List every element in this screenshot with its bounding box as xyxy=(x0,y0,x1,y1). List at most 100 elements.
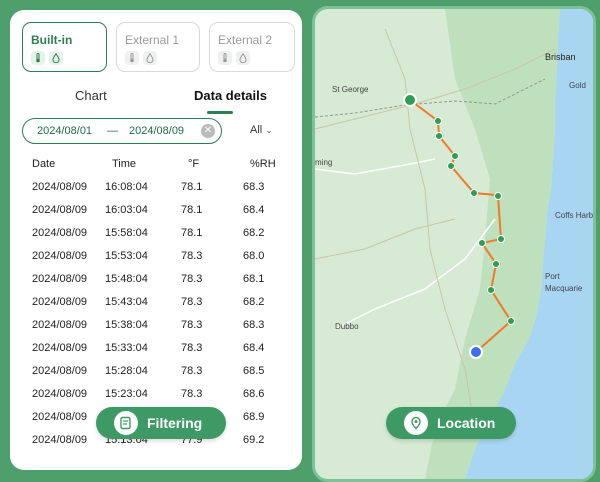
route-point[interactable] xyxy=(478,239,486,247)
map-label: Gold xyxy=(569,81,586,90)
sensor-name: External 1 xyxy=(125,33,180,47)
route-point[interactable] xyxy=(435,132,443,140)
cell-fahrenheit: 78.3 xyxy=(181,250,203,262)
ocean-area xyxy=(465,9,593,479)
filter-value: All xyxy=(250,124,263,136)
route-point[interactable] xyxy=(494,192,502,200)
route-point[interactable] xyxy=(451,152,459,160)
header-fahrenheit: °F xyxy=(188,158,200,170)
thermometer-icon xyxy=(125,51,139,65)
map-label: Port xyxy=(545,272,560,281)
tab-chart[interactable]: Chart xyxy=(75,88,107,103)
date-range-picker[interactable]: 2024/08/01 — 2024/08/09 ✕ xyxy=(22,118,222,144)
cell-date: 2024/08/09 xyxy=(32,273,88,285)
cell-date: 2024/08/09 xyxy=(32,388,88,400)
cell-humidity: 68.2 xyxy=(243,296,265,308)
end-date: 2024/08/09 xyxy=(129,125,185,137)
current-location-marker[interactable] xyxy=(469,345,483,359)
map-label: Macquarie xyxy=(545,284,583,293)
route-point[interactable] xyxy=(470,189,478,197)
thermometer-icon xyxy=(218,51,232,65)
cell-time: 15:23:04 xyxy=(105,388,148,400)
tab-data-details[interactable]: Data details xyxy=(194,88,267,103)
cell-fahrenheit: 78.3 xyxy=(181,273,203,285)
filtering-label: Filtering xyxy=(147,415,203,431)
map-panel[interactable]: St George Brisban Gold Coffs Harb Port M… xyxy=(312,6,596,482)
sensor-tab-external-2[interactable]: External 2 xyxy=(209,22,295,72)
sensor-tab-external-1[interactable]: External 1 xyxy=(116,22,200,72)
cell-humidity: 68.4 xyxy=(243,342,265,354)
route-point[interactable] xyxy=(497,235,505,243)
cell-time: 15:58:04 xyxy=(105,227,148,239)
location-label: Location xyxy=(437,415,496,431)
cell-humidity: 68.9 xyxy=(243,411,265,423)
route-point[interactable] xyxy=(492,260,500,268)
cell-date: 2024/08/09 xyxy=(32,342,88,354)
state-border xyxy=(315,78,546,118)
humidity-icon xyxy=(236,51,250,65)
cell-fahrenheit: 78.3 xyxy=(181,388,203,400)
cell-fahrenheit: 78.3 xyxy=(181,365,203,377)
cell-fahrenheit: 78.1 xyxy=(181,227,203,239)
cell-humidity: 68.4 xyxy=(243,204,265,216)
cell-humidity: 68.6 xyxy=(243,388,265,400)
cell-date: 2024/08/09 xyxy=(32,319,88,331)
route-point[interactable] xyxy=(434,117,442,125)
map-label: Brisban xyxy=(545,52,576,62)
sensor-tab-built-in[interactable]: Built-in xyxy=(22,22,107,72)
map-label: St George xyxy=(332,85,369,94)
start-date: 2024/08/01 xyxy=(37,125,93,137)
table-row: 2024/08/09 16:03:04 78.1 68.4 xyxy=(10,204,302,227)
map-label: ming xyxy=(315,158,332,167)
location-button[interactable]: Location xyxy=(386,407,516,439)
active-tab-indicator xyxy=(207,111,233,114)
filter-dropdown[interactable]: All ⌄ xyxy=(250,124,273,136)
sensor-name: Built-in xyxy=(31,33,73,47)
cell-fahrenheit: 78.1 xyxy=(181,204,203,216)
route-point[interactable] xyxy=(487,286,495,294)
cell-humidity: 68.3 xyxy=(243,319,265,331)
cell-time: 15:53:04 xyxy=(105,250,148,262)
header-humidity: %RH xyxy=(250,158,276,170)
cell-time: 15:38:04 xyxy=(105,319,148,331)
route-point[interactable] xyxy=(507,317,515,325)
cell-time: 15:43:04 xyxy=(105,296,148,308)
road xyxy=(315,218,456,260)
cell-date: 2024/08/09 xyxy=(32,204,88,216)
humidity-icon xyxy=(49,51,63,65)
road xyxy=(334,218,496,330)
table-row: 2024/08/09 15:38:04 78.3 68.3 xyxy=(10,319,302,342)
table-row: 2024/08/09 15:23:04 78.3 68.6 xyxy=(10,388,302,411)
cell-humidity: 69.2 xyxy=(243,434,265,446)
filter-icon xyxy=(114,411,138,435)
clear-icon[interactable]: ✕ xyxy=(201,124,215,138)
table-row: 2024/08/09 15:58:04 78.1 68.2 xyxy=(10,227,302,250)
header-date: Date xyxy=(32,158,56,170)
cell-time: 16:03:04 xyxy=(105,204,148,216)
map-label: Coffs Harb xyxy=(555,211,593,220)
table-row: 2024/08/09 15:48:04 78.3 68.1 xyxy=(10,273,302,296)
route-point[interactable] xyxy=(447,162,455,170)
table-row: 2024/08/09 16:08:04 78.1 68.3 xyxy=(10,181,302,204)
cell-date: 2024/08/09 xyxy=(32,434,88,446)
cell-date: 2024/08/09 xyxy=(32,181,88,193)
date-separator: — xyxy=(107,125,118,137)
filtering-button[interactable]: Filtering xyxy=(96,407,226,439)
table-row: 2024/08/09 15:53:04 78.3 68.0 xyxy=(10,250,302,273)
cell-time: 15:48:04 xyxy=(105,273,148,285)
location-pin-icon xyxy=(404,411,428,435)
cell-date: 2024/08/09 xyxy=(32,227,88,239)
cell-humidity: 68.0 xyxy=(243,250,265,262)
cell-time: 16:08:04 xyxy=(105,181,148,193)
cell-time: 15:33:04 xyxy=(105,342,148,354)
data-panel: Built-in External 1 External 2 Chart Dat… xyxy=(10,10,302,470)
route-start-point[interactable] xyxy=(403,93,417,107)
map-canvas[interactable]: St George Brisban Gold Coffs Harb Port M… xyxy=(315,9,593,479)
cell-humidity: 68.3 xyxy=(243,181,265,193)
sensor-name: External 2 xyxy=(218,33,273,47)
cell-humidity: 68.5 xyxy=(243,365,265,377)
cell-date: 2024/08/09 xyxy=(32,365,88,377)
table-row: 2024/08/09 15:43:04 78.3 68.2 xyxy=(10,296,302,319)
road xyxy=(384,28,476,430)
road xyxy=(315,48,556,130)
